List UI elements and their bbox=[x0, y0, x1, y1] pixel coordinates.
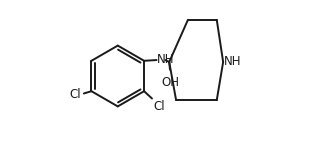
Text: Cl: Cl bbox=[69, 88, 81, 102]
Text: NH: NH bbox=[157, 53, 175, 66]
Text: Cl: Cl bbox=[153, 100, 165, 113]
Text: NH: NH bbox=[224, 55, 242, 68]
Text: OH: OH bbox=[161, 76, 179, 89]
